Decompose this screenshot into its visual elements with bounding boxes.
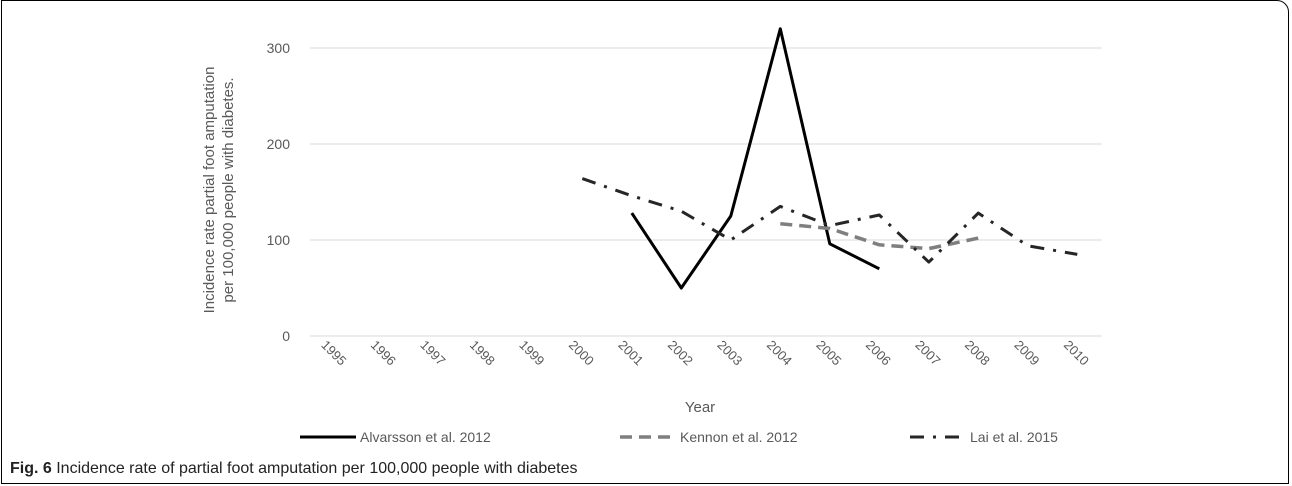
figure-caption: Fig. 6 Incidence rate of partial foot am…: [10, 460, 577, 478]
y-axis-label: Incidence rate partial foot amputation pe…: [201, 67, 237, 314]
series-line: [780, 221, 979, 251]
x-tick-label: 2001: [615, 337, 646, 368]
x-axis-label: Year: [685, 399, 715, 416]
gridlines: [310, 47, 1102, 337]
series-line: [630, 27, 880, 290]
y-axis-ticks: 0 100 200 300: [267, 40, 291, 344]
x-tick-label: 2002: [665, 337, 696, 368]
y-tick-label: 0: [282, 328, 290, 344]
x-tick-label: 2009: [1011, 337, 1042, 368]
x-tick-label: 2004: [764, 337, 795, 368]
y-tick-label: 300: [267, 40, 291, 56]
legend: Alvarsson et al. 2012 Kennon et al. 2012 L…: [300, 429, 1058, 445]
x-tick-label: 2003: [714, 337, 745, 368]
series-lines: [581, 27, 1078, 290]
x-tick-label: 1998: [467, 337, 498, 368]
figure-caption-text: Incidence rate of partial foot amputatio…: [56, 460, 578, 477]
x-tick-label: 2007: [912, 337, 943, 368]
x-tick-label: 1997: [417, 337, 448, 368]
y-tick-label: 100: [267, 232, 291, 248]
x-tick-label: 1996: [368, 337, 399, 368]
x-tick-label: 2000: [566, 337, 597, 368]
legend-label: Kennon et al. 2012: [680, 429, 798, 445]
line-chart: 0 100 200 300 1995 1996 1997 1998 1999 2000 2001 2…: [201, 27, 1102, 445]
x-tick-label: 2005: [813, 337, 844, 368]
x-tick-label: 2010: [1061, 337, 1092, 368]
legend-label: Alvarsson et al. 2012: [360, 429, 491, 445]
x-tick-label: 1999: [516, 337, 547, 368]
y-tick-label: 200: [267, 136, 291, 152]
legend-label: Lai et al. 2015: [970, 429, 1058, 445]
x-tick-label: 2006: [863, 337, 894, 368]
figure-label: Fig. 6: [10, 460, 52, 477]
x-tick-label: 2008: [962, 337, 993, 368]
x-tick-label: 1995: [318, 337, 349, 368]
x-axis-ticks: 1995 1996 1997 1998 1999 2000 2001 2002 2003 2004…: [318, 337, 1092, 368]
